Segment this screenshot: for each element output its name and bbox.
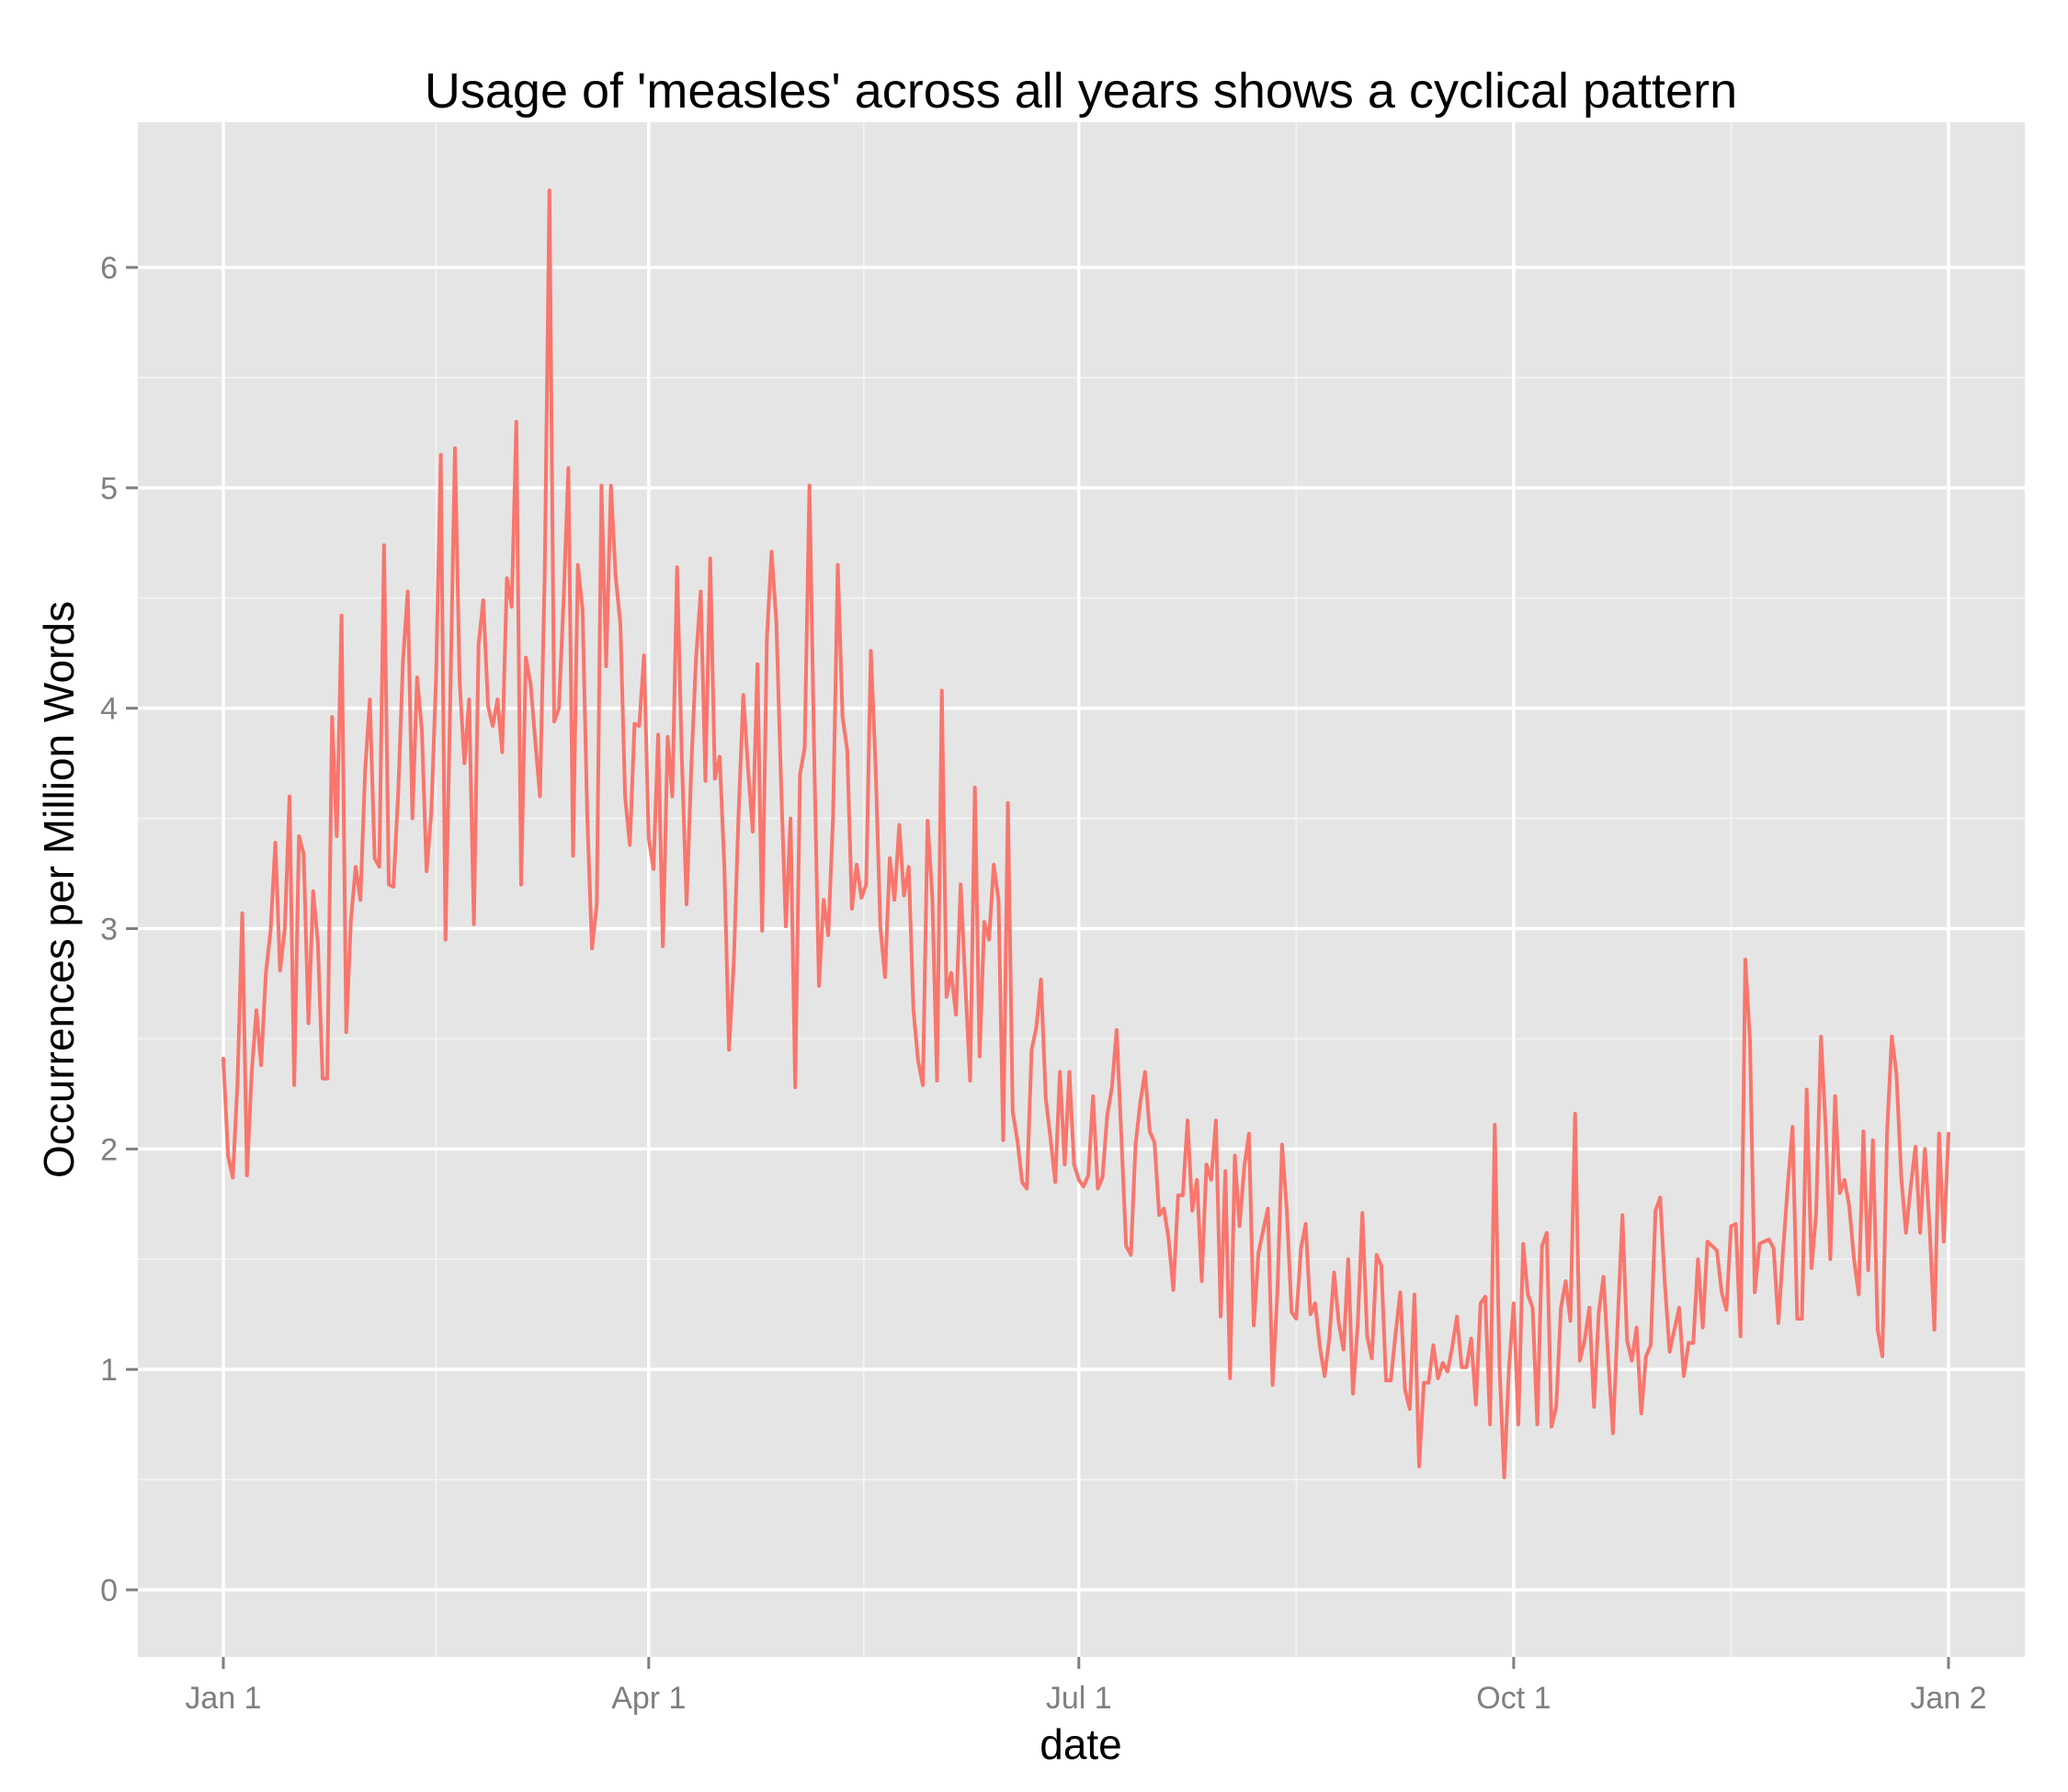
panel-background bbox=[138, 122, 2025, 1657]
y-tick-label: 1 bbox=[100, 1353, 118, 1388]
y-tick-label: 4 bbox=[100, 692, 118, 727]
series-layer bbox=[222, 188, 1950, 1480]
x-axis-title: date bbox=[1040, 1720, 1122, 1768]
minor-gridlines bbox=[138, 122, 2025, 1657]
series-line bbox=[222, 188, 1950, 1480]
y-tick-label: 2 bbox=[100, 1132, 118, 1167]
y-tick-label: 3 bbox=[100, 913, 118, 947]
y-tick-label: 6 bbox=[100, 251, 118, 286]
x-tick-label: Jan 2 bbox=[1910, 1681, 1986, 1716]
x-tick-label: Apr 1 bbox=[611, 1681, 686, 1716]
x-tick-label: Oct 1 bbox=[1476, 1681, 1551, 1716]
y-tick-label: 5 bbox=[100, 471, 118, 506]
major-gridlines bbox=[138, 122, 2025, 1657]
chart-title: Usage of 'measles' across all years show… bbox=[425, 63, 1737, 119]
ticks-layer: 0 1 2 3 4 5 6 Jan 1 Apr 1 Jul 1 Oct 1 Jan 2 bbox=[100, 251, 1987, 1716]
y-axis-title: Occurrences per Million Words bbox=[35, 601, 83, 1178]
y-tick-label: 0 bbox=[100, 1573, 118, 1608]
x-tick-label: Jul 1 bbox=[1046, 1681, 1112, 1716]
x-tick-label: Jan 1 bbox=[185, 1681, 261, 1716]
